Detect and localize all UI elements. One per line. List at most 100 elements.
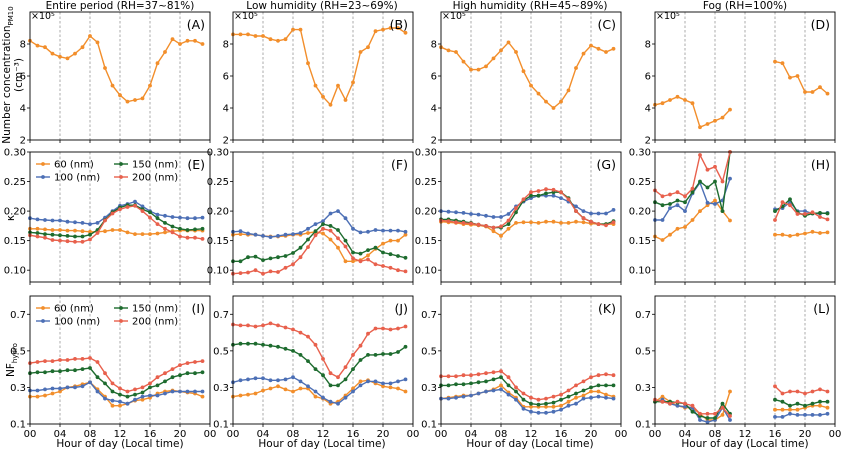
series-200nm-point — [43, 359, 47, 363]
series-200nm — [653, 384, 830, 418]
series-200nm-point — [521, 391, 526, 396]
series-150nm-point — [551, 400, 556, 405]
series-60nm-point — [50, 228, 55, 232]
series-200nm-point — [469, 221, 473, 226]
series-200nm-point — [381, 264, 385, 268]
series-100nm-point — [283, 377, 288, 382]
series-150nm-point — [825, 399, 830, 404]
series-number-concentration-point — [589, 43, 593, 48]
series-150nm-point — [276, 255, 280, 260]
series-150nm-point — [514, 210, 518, 215]
series-60nm-point — [810, 229, 815, 234]
series-60nm-point — [818, 231, 822, 235]
series-200nm-point — [343, 365, 348, 369]
plot-frame — [232, 295, 414, 425]
series-100nm-point — [35, 217, 40, 222]
series-100nm-point — [788, 411, 792, 416]
panel-label: (L) — [813, 301, 830, 316]
series-200nm-point — [581, 379, 586, 384]
series-200nm-point — [118, 207, 122, 212]
legend-row2: 60 (nm) 100 (nm) 150 (nm) 200 (nm) — [36, 160, 178, 184]
series-number-concentration-point — [148, 83, 152, 88]
series-150nm-point — [795, 401, 800, 406]
series-number-concentration-point — [810, 90, 815, 94]
sci-exponent-label: ×10⁵ — [234, 11, 258, 22]
y-tick-label: 0.1 — [635, 420, 651, 431]
series-150nm-point — [238, 341, 243, 346]
series-150nm-point — [328, 224, 333, 228]
y-tick-label: 0.25 — [629, 177, 651, 188]
y-tick-label: 0.5 — [635, 346, 651, 357]
series-200nm-point — [155, 222, 160, 227]
series-200nm-point — [795, 389, 800, 394]
series-200nm-point — [50, 238, 55, 242]
series-100nm-line — [29, 200, 203, 225]
panel-number-concentration-low-humidity: 2 4 6 8 ×10⁵ (B) — [223, 11, 414, 147]
series-number-concentration-point — [381, 27, 385, 32]
series-60nm-point — [728, 389, 732, 394]
series-100nm-point — [343, 395, 348, 400]
series-200nm-point — [110, 381, 115, 386]
series-150nm-point — [403, 255, 408, 260]
series-100nm-point — [321, 395, 325, 400]
series-150nm-point — [403, 344, 408, 349]
series-150nm-point — [668, 202, 672, 206]
series-150nm-point — [713, 179, 717, 184]
series-100nm-point — [80, 221, 85, 225]
series-150nm-point — [291, 251, 295, 255]
series-150nm-point — [788, 403, 792, 408]
series-100nm-point — [825, 411, 830, 416]
series-number-concentration-point — [476, 67, 481, 72]
series-60nm-point — [529, 220, 533, 225]
series-60nm-point — [698, 209, 702, 214]
series-100nm-point — [306, 384, 310, 389]
series-200nm-point — [193, 235, 197, 240]
series-100nm-point — [88, 380, 92, 385]
x-tick-label: 04 — [465, 429, 478, 440]
series-150nm-point — [388, 352, 393, 356]
series-100nm-point — [521, 406, 526, 411]
series-60nm-point — [713, 198, 717, 203]
series-number-concentration — [28, 34, 205, 104]
series-number-concentration-line — [29, 34, 203, 103]
series-number-concentration-point — [795, 74, 800, 78]
sci-exponent-label: ×10⁵ — [656, 11, 680, 22]
series-100nm-point — [313, 222, 318, 227]
series-200nm-point — [396, 326, 400, 331]
series-100nm-point — [574, 401, 578, 406]
series-200nm-point — [328, 371, 333, 376]
series-100nm-point — [291, 375, 295, 380]
series-100nm-point — [544, 410, 548, 415]
series-60nm-point — [73, 228, 77, 233]
series-150nm-point — [253, 341, 258, 346]
series-100nm-point — [65, 385, 70, 390]
series-200nm-point — [343, 244, 348, 249]
series-number-concentration-point — [65, 56, 70, 61]
series-200nm-point — [65, 239, 70, 244]
panel-label: (D) — [811, 17, 830, 32]
series-200nm-point — [388, 327, 393, 332]
series-number-concentration-point — [253, 34, 258, 38]
series-200nm-point — [675, 190, 680, 195]
legend-marker-60nm — [41, 306, 45, 310]
plot-frame — [440, 11, 622, 141]
series-60nm-point — [358, 379, 363, 384]
legend-marker-200nm — [119, 319, 123, 323]
series-200nm-point — [43, 235, 47, 240]
series-200nm-point — [484, 371, 488, 376]
series-number-concentration-point — [713, 118, 717, 123]
series-200nm-point — [529, 190, 533, 195]
series-200nm-point — [110, 211, 115, 216]
series-60nm-point — [155, 231, 160, 236]
series-150nm-point — [185, 228, 190, 232]
series-200nm-point — [544, 187, 548, 192]
series-200nm-point — [705, 167, 710, 172]
legend-marker-200nm — [119, 175, 123, 179]
series-150nm-point — [366, 353, 370, 357]
series-100nm-point — [574, 204, 578, 209]
y-tick-label: 6 — [20, 72, 26, 83]
legend-label-60nm: 60 (nm) — [54, 304, 94, 315]
series-200nm-point — [336, 236, 340, 241]
x-axis-label-2: Hour of day (Local time) — [258, 438, 385, 450]
series-number-concentration-point — [283, 37, 288, 42]
